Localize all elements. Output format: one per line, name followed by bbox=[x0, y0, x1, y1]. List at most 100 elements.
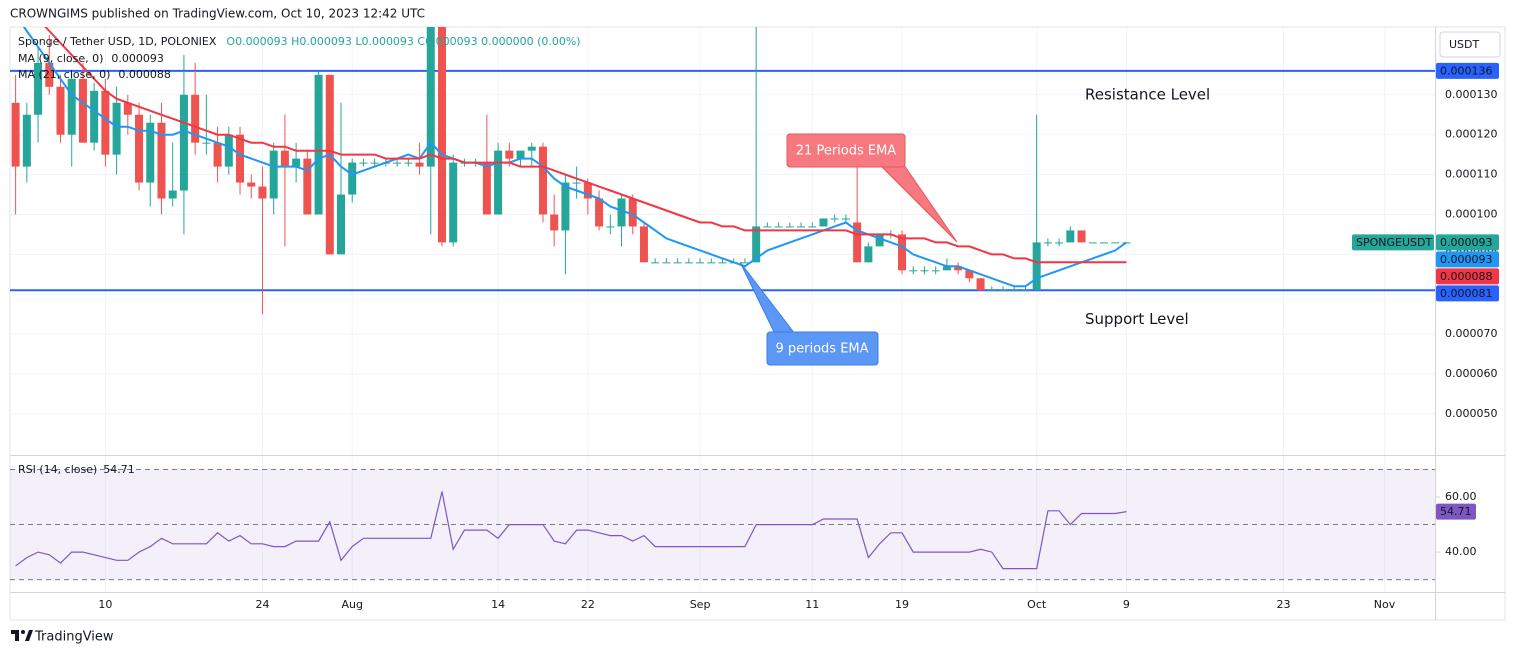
candle-body bbox=[191, 94, 200, 143]
candle-body bbox=[1088, 242, 1097, 244]
candle-body bbox=[538, 146, 547, 215]
candle-body bbox=[280, 150, 289, 167]
price-label: 0.000093 bbox=[1440, 236, 1493, 249]
candle-body bbox=[785, 226, 794, 228]
candle-body bbox=[78, 78, 87, 143]
header: CROWNGIMS published on TradingView.com, … bbox=[10, 7, 425, 21]
candle-body bbox=[393, 162, 402, 164]
candle-body bbox=[583, 182, 592, 199]
ma-line bbox=[44, 27, 1127, 264]
candle-body bbox=[337, 194, 346, 255]
y-tick-label: 0.000050 bbox=[1445, 407, 1498, 420]
candle-body bbox=[269, 150, 278, 199]
candle-body bbox=[617, 198, 626, 227]
candle-body bbox=[247, 182, 256, 187]
symbol-label: SPONGEUSDT bbox=[1356, 236, 1432, 249]
candle-body bbox=[942, 266, 951, 271]
candle-body bbox=[808, 226, 817, 228]
candle-body bbox=[987, 290, 996, 292]
candle-body bbox=[1055, 242, 1064, 244]
candle-body bbox=[561, 182, 570, 231]
annotation: 21 Periods EMA bbox=[796, 144, 897, 159]
candle-body bbox=[684, 262, 693, 264]
candle-body bbox=[1111, 242, 1120, 244]
candle-body bbox=[449, 162, 458, 243]
level-name: Resistance Level bbox=[1085, 85, 1210, 103]
candle-body bbox=[348, 162, 357, 195]
symbol-label-box bbox=[1352, 234, 1434, 251]
y-tick-label: 0.000100 bbox=[1445, 207, 1498, 220]
candle-body bbox=[797, 226, 806, 228]
candle-body bbox=[898, 234, 907, 271]
candle-body bbox=[505, 150, 514, 159]
candle-body bbox=[415, 162, 424, 167]
x-tick-label: Nov bbox=[1374, 598, 1396, 611]
candle-body bbox=[841, 218, 850, 220]
x-tick-label: 19 bbox=[895, 598, 909, 611]
x-tick-label: Aug bbox=[341, 598, 362, 611]
candle-body bbox=[1043, 242, 1052, 244]
price-label-box bbox=[1436, 234, 1499, 251]
candle-body bbox=[56, 86, 65, 135]
x-tick-label: 10 bbox=[98, 598, 112, 611]
ema21-callout: 21 Periods EMA bbox=[786, 133, 958, 243]
candle-body bbox=[774, 226, 783, 228]
ma-legend-name: MA (9, close, 0) bbox=[18, 52, 103, 65]
candle-body bbox=[920, 270, 929, 272]
x-tick-label: 9 bbox=[1123, 598, 1130, 611]
candle-body bbox=[1032, 242, 1041, 291]
y-tick-label: 0.000070 bbox=[1445, 327, 1498, 340]
candle-body bbox=[639, 226, 648, 263]
candle-body bbox=[1021, 290, 1030, 292]
candle-body bbox=[45, 62, 54, 87]
x-tick-label: Sep bbox=[690, 598, 711, 611]
y-tick-label: 0.000110 bbox=[1445, 168, 1498, 181]
candle-body bbox=[426, 27, 435, 167]
candle-body bbox=[696, 262, 705, 264]
currency-button[interactable] bbox=[1439, 31, 1501, 58]
rsi-tick-label: 40.00 bbox=[1445, 545, 1477, 558]
candle-body bbox=[965, 270, 974, 279]
price-label-box bbox=[1436, 285, 1499, 302]
candle-body bbox=[853, 222, 862, 263]
candle-body bbox=[909, 270, 918, 272]
candle-body bbox=[931, 270, 940, 272]
candle-body bbox=[752, 226, 761, 263]
ema9-callout: 9 periods EMA bbox=[739, 261, 879, 366]
candle-body bbox=[112, 102, 121, 155]
ma-legend-name: MA (21, close, 0) bbox=[18, 68, 110, 81]
candle-body bbox=[213, 142, 222, 167]
price-label-box bbox=[1436, 62, 1499, 79]
y-tick-label: 0.000130 bbox=[1445, 88, 1498, 101]
candle-body bbox=[292, 158, 301, 167]
candle-body bbox=[224, 134, 233, 167]
candle-body bbox=[437, 27, 446, 243]
rsi-label: 54.71 bbox=[1440, 505, 1472, 518]
candle-body bbox=[135, 114, 144, 183]
y-tick-label: 0.000060 bbox=[1445, 367, 1498, 380]
candle-body bbox=[1010, 290, 1019, 292]
rsi-pane bbox=[10, 468, 1435, 581]
currency[interactable]: USDT bbox=[1449, 38, 1480, 51]
x-tick-label: Oct bbox=[1027, 598, 1047, 611]
price-label-box bbox=[1436, 268, 1499, 285]
annotation: 9 periods EMA bbox=[775, 342, 868, 357]
candle-body bbox=[325, 74, 334, 255]
candle-body bbox=[763, 226, 772, 228]
candle-body bbox=[864, 246, 873, 263]
candle-body bbox=[359, 162, 368, 164]
candle-body bbox=[482, 162, 491, 215]
candle-body bbox=[370, 162, 379, 164]
x-tick-label: 22 bbox=[581, 598, 595, 611]
ma-legend-value: 0.000088 bbox=[118, 68, 171, 81]
candle-body bbox=[527, 146, 536, 151]
candle-body bbox=[976, 278, 985, 291]
x-tick-label: 24 bbox=[255, 598, 269, 611]
candle-body bbox=[516, 150, 525, 159]
candle-body bbox=[999, 290, 1008, 292]
candle-body bbox=[258, 186, 267, 199]
frame bbox=[9, 26, 1506, 621]
candle-body bbox=[179, 94, 188, 191]
